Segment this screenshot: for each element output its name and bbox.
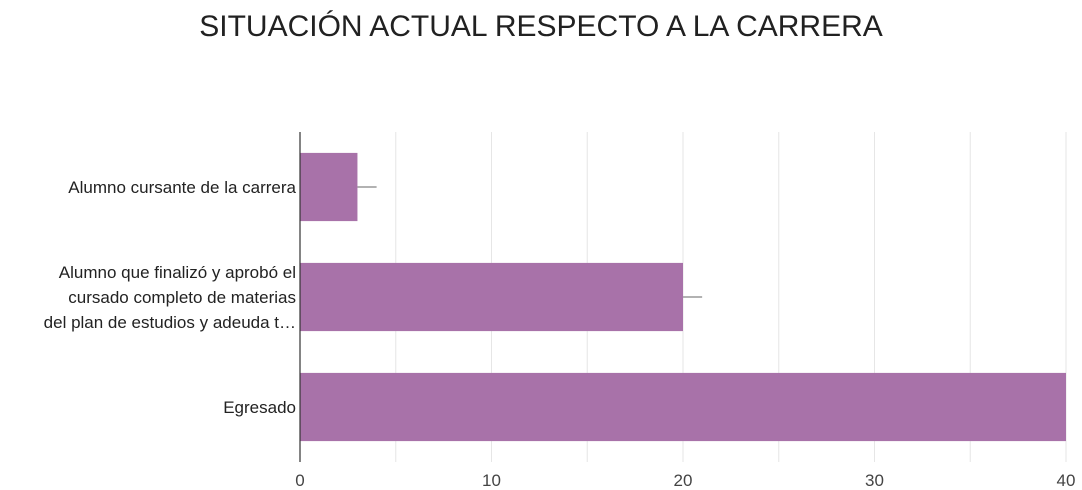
category-label: del plan de estudios y adeuda t… <box>44 313 296 332</box>
x-tick-label: 30 <box>865 471 884 490</box>
category-label: Alumno cursante de la carrera <box>68 178 296 197</box>
bar <box>300 262 683 332</box>
x-tick-label: 20 <box>674 471 693 490</box>
category-label: cursado completo de materias <box>68 288 296 307</box>
x-tick-label: 40 <box>1057 471 1076 490</box>
category-label: Alumno que finalizó y aprobó el <box>59 263 296 282</box>
chart-title: SITUACIÓN ACTUAL RESPECTO A LA CARRERA <box>199 10 883 43</box>
x-tick-label: 0 <box>295 471 304 490</box>
bar <box>300 372 1066 442</box>
x-tick-label: 10 <box>482 471 501 490</box>
bar <box>300 152 358 222</box>
category-label: Egresado <box>223 398 296 417</box>
